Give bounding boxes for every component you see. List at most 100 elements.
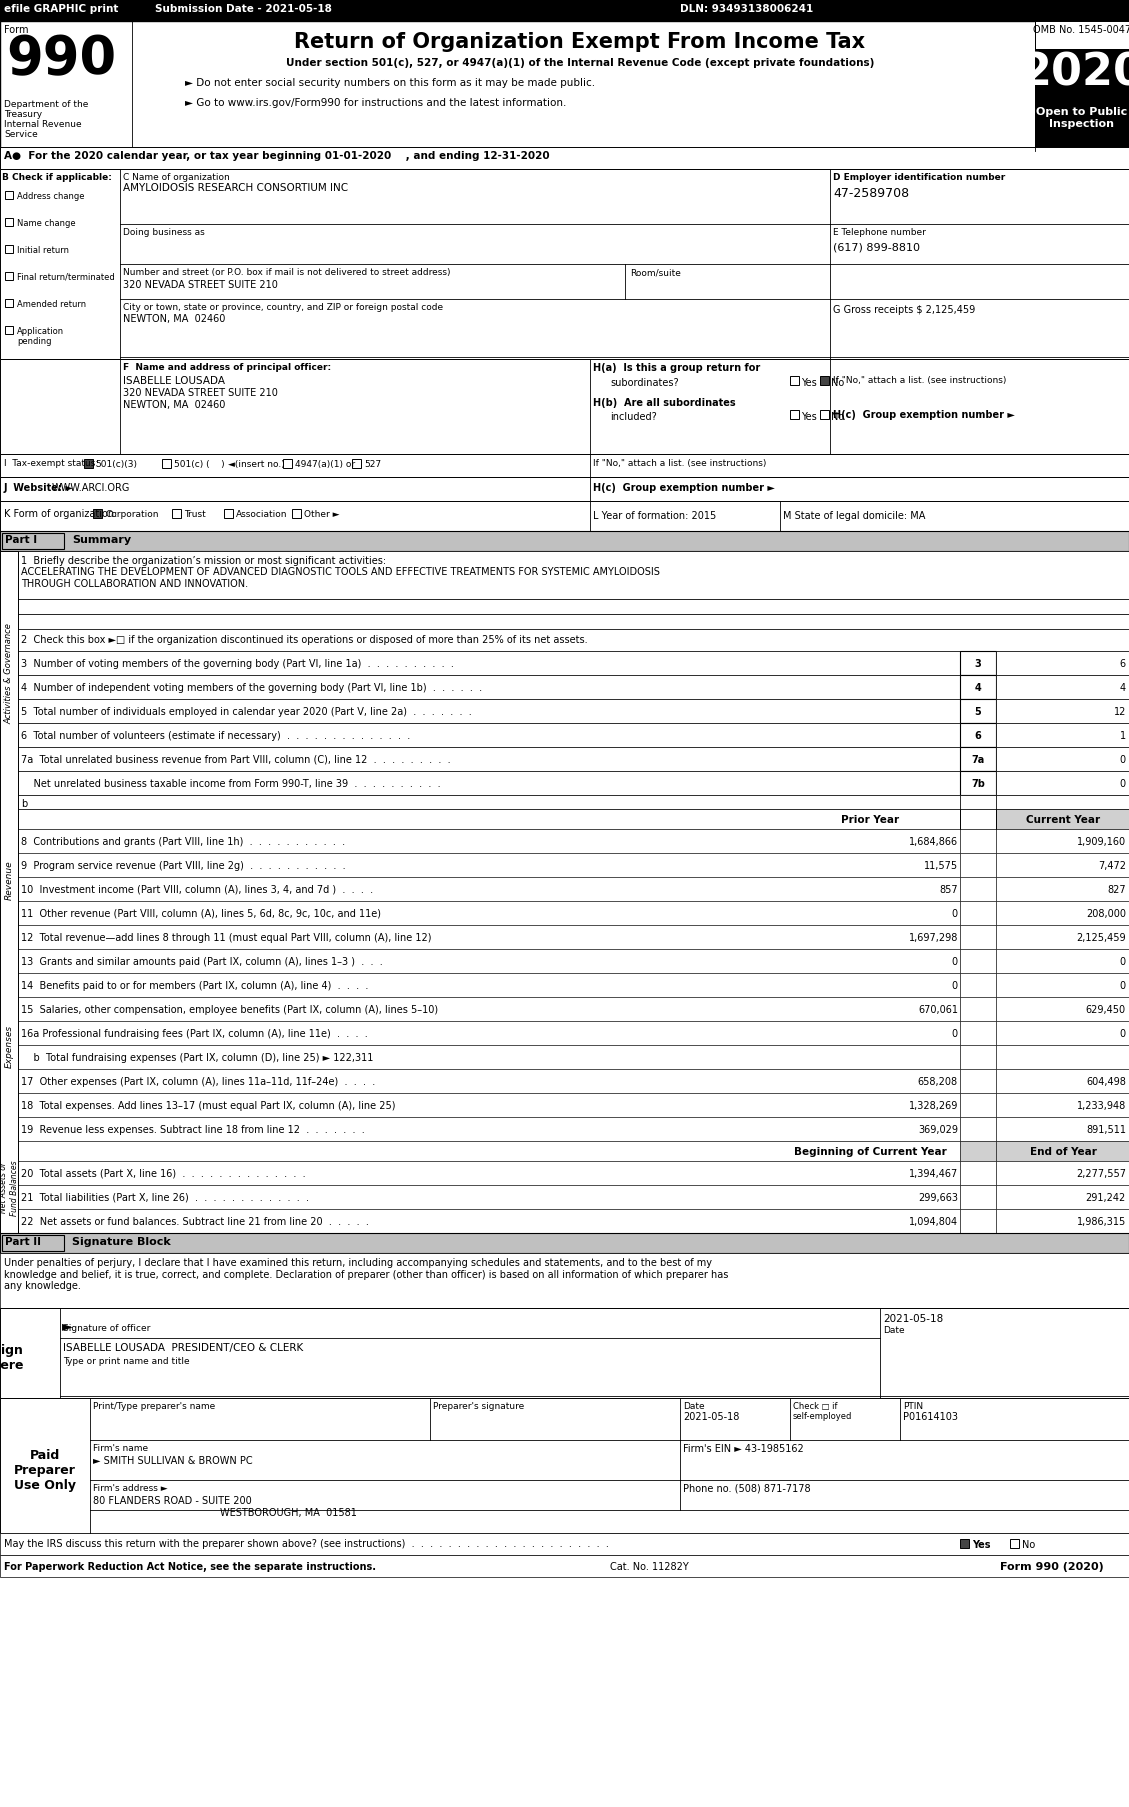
Bar [960,1021,996,1046]
Text: Name change: Name change [17,219,76,228]
Bar [996,699,1129,723]
Bar [996,795,1129,810]
Bar [960,1093,996,1117]
Text: H(c)  Group exemption number ►: H(c) Group exemption number ► [833,410,1015,419]
Text: 1,328,269: 1,328,269 [909,1100,959,1109]
Text: 10  Investment income (Part VIII, column (A), lines 3, 4, and 7d )  .  .  .  .: 10 Investment income (Part VIII, column … [21,884,373,894]
Text: 1,394,467: 1,394,467 [909,1169,959,1178]
Text: Phone no. (508) 871-7178: Phone no. (508) 871-7178 [683,1484,811,1493]
Bar [996,1046,1129,1070]
Text: b: b [21,799,27,808]
Text: Amended return: Amended return [17,300,86,309]
Bar [960,748,996,772]
Bar [996,676,1129,699]
Text: ACCELERATING THE DEVELOPMENT OF ADVANCED DIAGNOSTIC TOOLS AND EFFECTIVE TREATMEN: ACCELERATING THE DEVELOPMENT OF ADVANCED… [21,567,659,589]
Text: Activities & Governance: Activities & Governance [5,623,14,725]
Text: Treasury: Treasury [5,110,42,119]
Text: 4947(a)(1) or: 4947(a)(1) or [295,459,356,468]
Text: 1,233,948: 1,233,948 [1077,1100,1126,1109]
Text: 857: 857 [939,884,959,894]
Bar [960,997,996,1021]
Text: (617) 899-8810: (617) 899-8810 [833,242,920,251]
Text: 7b: 7b [971,779,984,788]
Bar [996,1209,1129,1234]
Bar [84,459,93,468]
Text: Signature Block: Signature Block [72,1236,170,1247]
Text: Expenses: Expenses [5,1025,14,1066]
Text: 369,029: 369,029 [918,1124,959,1135]
Text: 0: 0 [952,956,959,967]
Text: 670,061: 670,061 [918,1005,959,1014]
Text: 7a: 7a [971,755,984,764]
Text: Cat. No. 11282Y: Cat. No. 11282Y [610,1561,689,1570]
Bar [5,192,14,201]
Bar [18,878,960,902]
Bar [0,1532,1129,1556]
Text: 501(c)(3): 501(c)(3) [95,459,137,468]
Text: Date: Date [883,1325,904,1334]
Bar [18,699,960,723]
Bar [0,502,1129,531]
Bar [996,925,1129,949]
Text: included?: included? [610,412,657,421]
Bar [0,1399,1129,1532]
Bar [960,676,996,699]
Text: No: No [1022,1540,1035,1549]
Bar [18,772,960,795]
Text: Corporation: Corporation [105,510,158,519]
Text: 0: 0 [1120,755,1126,764]
Bar [1010,1540,1019,1549]
Text: E Telephone number: E Telephone number [833,228,926,237]
Text: 4: 4 [1120,683,1126,692]
Text: subordinates?: subordinates? [610,378,679,389]
Text: 1: 1 [1120,730,1126,741]
Text: 0: 0 [1120,981,1126,990]
Text: 12: 12 [1113,707,1126,717]
Text: 9  Program service revenue (Part VIII, line 2g)  .  .  .  .  .  .  .  .  .  .  .: 9 Program service revenue (Part VIII, li… [21,860,345,871]
Text: ISABELLE LOUSADA: ISABELLE LOUSADA [123,376,225,385]
Bar [2,1236,64,1250]
Bar [0,148,1129,170]
Text: NEWTON, MA  02460: NEWTON, MA 02460 [123,399,226,410]
Text: 0: 0 [952,909,959,918]
Bar [5,219,14,228]
Bar [5,246,14,253]
Bar [18,829,960,853]
Bar [172,510,181,519]
Bar [996,829,1129,853]
Bar [996,1117,1129,1142]
Text: Number and street (or P.O. box if mail is not delivered to street address): Number and street (or P.O. box if mail i… [123,267,450,276]
Bar [996,810,1129,829]
Bar [820,378,829,385]
Text: ► Go to www.irs.gov/Form990 for instructions and the latest information.: ► Go to www.irs.gov/Form990 for instruct… [185,98,567,108]
Bar [996,723,1129,748]
Bar [5,300,14,307]
Text: Current Year: Current Year [1026,815,1100,824]
Bar [960,1070,996,1093]
Bar [0,1556,1129,1578]
Bar [0,360,1129,455]
Text: Form 990 (2020): Form 990 (2020) [1000,1561,1104,1570]
Text: Yes: Yes [800,378,816,389]
Text: ► SMITH SULLIVAN & BROWN PC: ► SMITH SULLIVAN & BROWN PC [93,1455,253,1465]
Text: H(a)  Is this a group return for: H(a) Is this a group return for [593,363,760,372]
Bar [18,1209,960,1234]
Text: 1,909,160: 1,909,160 [1077,837,1126,846]
Text: End of Year: End of Year [1030,1146,1096,1156]
Text: F  Name and address of principal officer:: F Name and address of principal officer: [123,363,331,372]
Bar [960,1142,996,1162]
Text: For Paperwork Reduction Act Notice, see the separate instructions.: For Paperwork Reduction Act Notice, see … [5,1561,376,1570]
Bar [0,531,1129,551]
Bar [996,878,1129,902]
Bar [292,510,301,519]
Text: M State of legal domicile: MA: M State of legal domicile: MA [784,511,926,520]
Bar [18,676,960,699]
Text: 4  Number of independent voting members of the governing body (Part VI, line 1b): 4 Number of independent voting members o… [21,683,482,692]
Text: Check □ if
self-employed: Check □ if self-employed [793,1400,852,1420]
Text: ISABELLE LOUSADA  PRESIDENT/CEO & CLERK: ISABELLE LOUSADA PRESIDENT/CEO & CLERK [63,1343,304,1352]
Bar [996,997,1129,1021]
Text: 47-2589708: 47-2589708 [833,186,909,201]
Text: Final return/terminated: Final return/terminated [17,273,115,282]
Bar [960,853,996,878]
Text: 11  Other revenue (Part VIII, column (A), lines 5, 6d, 8c, 9c, 10c, and 11e): 11 Other revenue (Part VIII, column (A),… [21,909,380,918]
